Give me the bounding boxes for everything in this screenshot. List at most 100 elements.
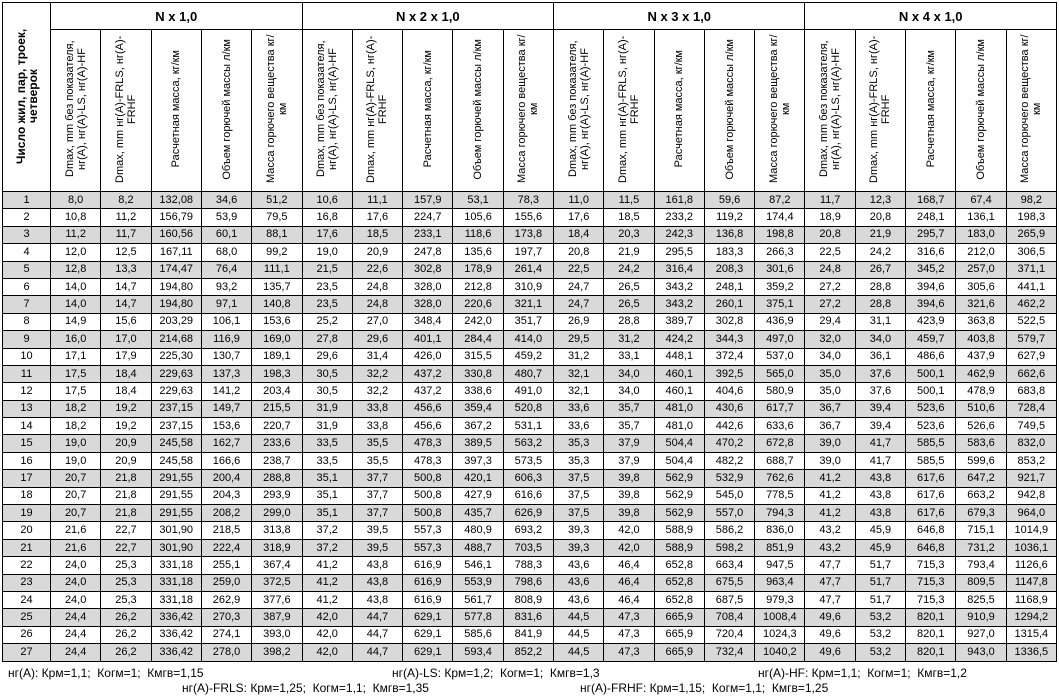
table-cell: 482,2	[703, 451, 756, 471]
table-cell: 372,4	[703, 347, 756, 366]
table-cell: 427,9	[452, 486, 504, 506]
table-cell: 37,5	[552, 469, 605, 488]
table-cell: 616,9	[402, 573, 454, 592]
table-cell: 599,6	[955, 451, 1007, 471]
table-cell: 42,0	[301, 608, 353, 627]
table-cell: 526,6	[955, 417, 1007, 436]
table-cell: 1168,9	[1005, 590, 1057, 610]
table-cell: 212,0	[955, 243, 1007, 262]
table-cell: 14,9	[49, 312, 102, 332]
table-cell: 762,6	[754, 469, 806, 488]
table-cell: 394,6	[905, 295, 957, 314]
table-cell: 703,5	[502, 538, 555, 558]
table-cell: 389,5	[452, 434, 504, 453]
table-cell: 59,6	[703, 190, 756, 210]
table-row: 14 18,2 19,2 237,15 153,6 220,7 31,9 33,8 456,6 3…	[2, 417, 1057, 436]
table-cell: 715,3	[905, 556, 957, 575]
table-cell: 5	[2, 260, 51, 279]
table-cell: 49,6	[804, 625, 856, 645]
table-cell: 22,7	[100, 538, 152, 558]
table-cell: 43,8	[854, 469, 907, 488]
table-cell: 22,7	[100, 521, 152, 540]
table-cell: 262,9	[200, 590, 253, 610]
table-cell: 45,9	[854, 538, 907, 558]
subheader-text: Dmax, mm без показателя, нг(А), нг(А)-LS…	[63, 40, 88, 178]
table-cell: 32,2	[351, 364, 404, 384]
table-cell: 43,6	[552, 573, 605, 592]
table-cell: 53,2	[854, 643, 907, 662]
table-cell: 652,8	[653, 590, 705, 610]
table-cell: 11,0	[552, 190, 605, 210]
table-cell: 562,9	[653, 486, 705, 506]
table-cell: 1024,3	[754, 625, 806, 645]
table-cell: 585,5	[905, 434, 957, 453]
table-cell: 26,2	[100, 643, 152, 662]
table-cell: 808,9	[502, 590, 555, 610]
subheader-text: Dmax, mm без показателя, нг(А), нг(А)-LS…	[818, 40, 843, 178]
table-cell: 359,4	[452, 399, 504, 419]
table-cell: 162,7	[200, 434, 253, 453]
table-cell: 39,3	[552, 538, 605, 558]
table-cell: 15,6	[100, 312, 152, 332]
table-cell: 33,8	[351, 417, 404, 436]
table-cell: 2	[2, 208, 51, 227]
table-cell: 141,2	[200, 382, 253, 401]
table-cell: 51,2	[251, 190, 303, 210]
table-cell: 291,55	[150, 469, 202, 488]
table-cell: 557,3	[402, 521, 454, 540]
subheader-text: Dmax, mm без показателя, нг(А), нг(А)-LS…	[315, 40, 340, 178]
table-cell: 26,7	[854, 260, 907, 279]
table-cell: 629,1	[402, 643, 454, 662]
table-cell: 715,1	[955, 521, 1007, 540]
table-cell: 20,8	[552, 243, 605, 262]
table-cell: 979,3	[754, 590, 806, 610]
table-cell: 24,4	[49, 608, 102, 627]
subheader-text: Расчетная масса, кг/км	[421, 50, 434, 168]
table-cell: 44,7	[351, 643, 404, 662]
table-cell: 295,7	[905, 225, 957, 245]
table-cell: 11,7	[100, 225, 152, 245]
table-cell: 242,3	[653, 225, 705, 245]
table-cell: 387,9	[251, 608, 303, 627]
table-cell: 563,2	[502, 434, 555, 453]
table-cell: 20,9	[100, 451, 152, 471]
table-cell: 331,18	[150, 573, 202, 592]
table-cell: 17,5	[49, 364, 102, 384]
table-cell: 491,0	[502, 382, 555, 401]
table-cell: 14,0	[49, 277, 102, 297]
table-row: 23 24,0 25,3 331,18 259,0 372,5 41,2 43,8 616,9 5…	[2, 573, 1057, 592]
table-cell: 270,3	[200, 608, 253, 627]
table-cell: 330,8	[452, 364, 504, 384]
table-cell: 820,1	[905, 625, 957, 645]
table-cell: 35,7	[603, 417, 655, 436]
group-header: N x 3 x 1,0	[552, 2, 806, 30]
table-cell: 36,1	[854, 347, 907, 366]
table-cell: 504,4	[653, 434, 705, 453]
table-cell: 321,1	[502, 295, 555, 314]
table-cell: 67,4	[955, 190, 1007, 210]
subheader-text: Масса горючего вещества кг/км	[516, 34, 541, 184]
table-cell: 665,9	[653, 608, 705, 627]
table-cell: 233,1	[402, 225, 454, 245]
table-row: 19 20,7 21,8 291,55 208,2 299,0 35,1 37,7 500,8 4…	[2, 504, 1057, 523]
table-cell: 728,4	[1005, 399, 1057, 419]
table-cell: 33,6	[552, 417, 605, 436]
table-cell: 37,9	[603, 451, 655, 471]
table-row: 8 14,9 15,6 203,29 106,1 153,6 25,2 27,0 348,4 24…	[2, 312, 1057, 332]
table-cell: 25	[2, 608, 51, 627]
table-cell: 523,6	[905, 399, 957, 419]
table-cell: 260,1	[703, 295, 756, 314]
table-cell: 532,9	[703, 469, 756, 488]
table-cell: 23	[2, 573, 51, 592]
group-header: N x 4 x 1,0	[804, 2, 1057, 30]
table-cell: 414,0	[502, 330, 555, 349]
table-cell: 45,9	[854, 521, 907, 540]
table-cell: 183,0	[955, 225, 1007, 245]
table-cell: 39,8	[603, 504, 655, 523]
table-cell: 794,3	[754, 504, 806, 523]
table-cell: 106,1	[200, 312, 253, 332]
table-cell: 35,0	[804, 364, 856, 384]
table-cell: 19,2	[100, 399, 152, 419]
table-cell: 53,2	[854, 608, 907, 627]
table-cell: 942,8	[1005, 486, 1057, 506]
